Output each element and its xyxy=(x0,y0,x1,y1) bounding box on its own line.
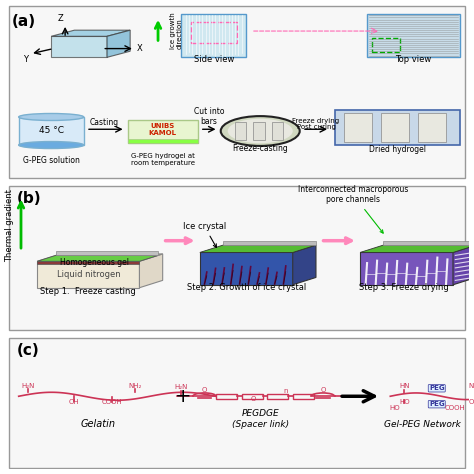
Text: Y: Y xyxy=(23,55,28,64)
Text: Interconnected macroporous
pore channels: Interconnected macroporous pore channels xyxy=(298,185,408,233)
Polygon shape xyxy=(293,245,316,285)
FancyBboxPatch shape xyxy=(344,113,372,142)
FancyBboxPatch shape xyxy=(272,122,283,140)
Polygon shape xyxy=(383,241,474,245)
Text: Casting: Casting xyxy=(90,118,119,127)
Text: n: n xyxy=(283,388,288,394)
FancyBboxPatch shape xyxy=(367,14,460,57)
Polygon shape xyxy=(51,30,130,36)
Text: OH: OH xyxy=(469,399,474,405)
Text: Homogeneous gel: Homogeneous gel xyxy=(61,258,129,267)
Polygon shape xyxy=(56,251,158,255)
Polygon shape xyxy=(37,261,139,288)
Text: Dried hydrogel: Dried hydrogel xyxy=(369,145,426,154)
Text: Side view: Side view xyxy=(193,55,234,64)
FancyBboxPatch shape xyxy=(128,139,198,143)
Polygon shape xyxy=(453,245,474,285)
FancyBboxPatch shape xyxy=(128,120,198,143)
FancyBboxPatch shape xyxy=(253,122,265,140)
Ellipse shape xyxy=(18,142,84,148)
Text: H₂N: H₂N xyxy=(21,383,35,389)
Text: O: O xyxy=(202,387,207,393)
Text: G-PEG hydrogel at
room temperature: G-PEG hydrogel at room temperature xyxy=(131,153,195,166)
Text: Step 1.  Freeze casting: Step 1. Freeze casting xyxy=(40,287,136,296)
Text: PEG: PEG xyxy=(429,385,445,392)
FancyBboxPatch shape xyxy=(18,117,84,145)
Text: Top view: Top view xyxy=(395,55,432,64)
Text: Thermal gradient: Thermal gradient xyxy=(5,190,14,263)
FancyBboxPatch shape xyxy=(181,14,246,57)
Text: PEGDGE
(Spacer link): PEGDGE (Spacer link) xyxy=(232,410,289,429)
Text: Gelatin: Gelatin xyxy=(80,419,115,429)
Text: Post curing: Post curing xyxy=(297,124,336,130)
Text: Gel-PEG Network: Gel-PEG Network xyxy=(384,420,461,429)
Polygon shape xyxy=(37,254,163,261)
Text: 45 °C: 45 °C xyxy=(39,126,64,135)
Text: NH₂: NH₂ xyxy=(128,383,142,389)
Text: HO: HO xyxy=(399,399,410,405)
Text: (a): (a) xyxy=(12,14,36,28)
Text: Liquid nitrogen: Liquid nitrogen xyxy=(56,270,120,279)
Text: OH: OH xyxy=(69,399,80,405)
FancyBboxPatch shape xyxy=(235,122,246,140)
Text: +: + xyxy=(175,387,192,406)
Polygon shape xyxy=(139,254,163,288)
Text: X: X xyxy=(137,44,143,53)
Ellipse shape xyxy=(18,113,84,120)
Text: Cut into
bars: Cut into bars xyxy=(194,107,224,126)
Text: NH: NH xyxy=(469,383,474,389)
FancyBboxPatch shape xyxy=(9,338,465,468)
Text: Step 3. Freeze drying: Step 3. Freeze drying xyxy=(359,283,449,292)
FancyBboxPatch shape xyxy=(418,113,446,142)
Text: Freeze-casting: Freeze-casting xyxy=(232,144,288,153)
FancyBboxPatch shape xyxy=(381,113,409,142)
Text: G-PEG solution: G-PEG solution xyxy=(23,155,80,164)
Text: PEG: PEG xyxy=(429,401,445,407)
Text: Z: Z xyxy=(58,14,64,23)
FancyBboxPatch shape xyxy=(9,7,465,178)
Text: COOH: COOH xyxy=(101,399,122,405)
Polygon shape xyxy=(360,245,474,253)
Text: Ice crystal: Ice crystal xyxy=(183,222,226,247)
Polygon shape xyxy=(360,253,453,285)
Text: UNIBS
KAMOL: UNIBS KAMOL xyxy=(149,123,177,136)
Text: H₂N: H₂N xyxy=(174,384,188,390)
Text: Freeze drying: Freeze drying xyxy=(292,118,339,124)
Text: Ice growth
direction: Ice growth direction xyxy=(170,13,182,49)
Text: (b): (b) xyxy=(16,191,41,206)
Text: HO: HO xyxy=(390,404,400,410)
Polygon shape xyxy=(107,30,130,57)
FancyBboxPatch shape xyxy=(9,186,465,330)
Polygon shape xyxy=(37,255,158,261)
Text: Step 2. Growth of ice crystal: Step 2. Growth of ice crystal xyxy=(187,283,306,292)
Polygon shape xyxy=(51,36,107,57)
Text: O: O xyxy=(251,396,256,402)
Text: O: O xyxy=(320,387,326,393)
Text: COOH: COOH xyxy=(445,404,465,410)
Circle shape xyxy=(221,116,300,146)
Polygon shape xyxy=(37,261,139,264)
Circle shape xyxy=(228,119,293,143)
FancyBboxPatch shape xyxy=(335,110,460,145)
Polygon shape xyxy=(200,245,316,253)
Text: (c): (c) xyxy=(16,343,39,358)
Polygon shape xyxy=(223,241,316,245)
Text: HN: HN xyxy=(399,383,410,389)
Polygon shape xyxy=(200,253,293,285)
